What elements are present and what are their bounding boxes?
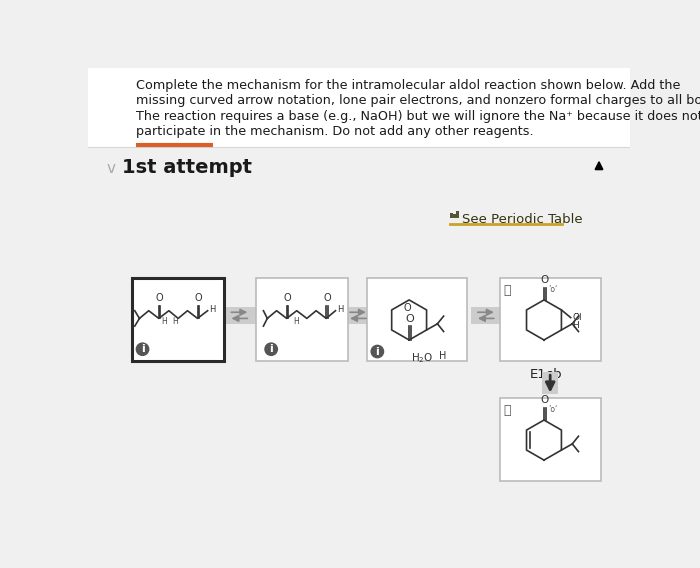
- Circle shape: [136, 343, 148, 356]
- Bar: [450, 213, 452, 218]
- Bar: [223, 307, 256, 324]
- Text: O: O: [156, 293, 163, 303]
- Bar: [542, 372, 558, 394]
- Circle shape: [371, 345, 384, 358]
- Text: missing curved arrow notation, lone pair electrons, and nonzero formal charges t: missing curved arrow notation, lone pair…: [136, 94, 700, 107]
- Text: H: H: [162, 317, 167, 326]
- Bar: [471, 307, 508, 324]
- Text: See Periodic Table: See Periodic Table: [462, 213, 582, 226]
- Text: ŌI: ŌI: [573, 313, 582, 322]
- Text: 🔒: 🔒: [504, 284, 511, 296]
- Text: Complete the mechanism for the intramolecular aldol reaction shown below. Add th: Complete the mechanism for the intramole…: [136, 79, 680, 92]
- Text: O: O: [195, 293, 202, 303]
- Bar: [500, 398, 601, 481]
- Text: participate in the mechanism. Do not add any other reagents.: participate in the mechanism. Do not add…: [136, 125, 533, 138]
- Text: i: i: [375, 346, 379, 357]
- Bar: [454, 215, 456, 218]
- Text: H: H: [439, 351, 446, 361]
- Bar: [132, 278, 224, 361]
- Text: O: O: [540, 275, 549, 285]
- Text: H: H: [573, 321, 579, 330]
- Text: O: O: [540, 395, 549, 406]
- Text: ’o‘: ’o‘: [548, 405, 557, 414]
- Bar: [456, 211, 459, 218]
- Text: O: O: [284, 293, 291, 303]
- Text: H: H: [172, 317, 178, 326]
- Text: O: O: [404, 303, 412, 313]
- Circle shape: [265, 343, 277, 356]
- Text: $\mathregular{H_2O}$: $\mathregular{H_2O}$: [411, 351, 433, 365]
- Bar: [88, 147, 630, 506]
- Text: E1cb: E1cb: [530, 369, 563, 382]
- Text: v: v: [107, 161, 116, 176]
- Bar: [500, 278, 601, 361]
- Text: The reaction requires a base (e.g., NaOH) but we will ignore the Na⁺ because it : The reaction requires a base (e.g., NaOH…: [136, 110, 700, 123]
- Text: ’o‘: ’o‘: [548, 285, 557, 294]
- Text: i: i: [270, 344, 273, 354]
- Bar: [347, 307, 381, 324]
- Text: 1st attempt: 1st attempt: [122, 158, 253, 177]
- Text: O: O: [405, 314, 414, 324]
- Bar: [367, 278, 468, 361]
- Text: O: O: [323, 293, 331, 303]
- Text: H: H: [293, 317, 299, 326]
- Bar: [256, 278, 348, 361]
- Text: i: i: [141, 344, 144, 354]
- Text: H: H: [209, 304, 216, 314]
- Text: H: H: [337, 304, 344, 314]
- Text: 🔒: 🔒: [504, 404, 511, 417]
